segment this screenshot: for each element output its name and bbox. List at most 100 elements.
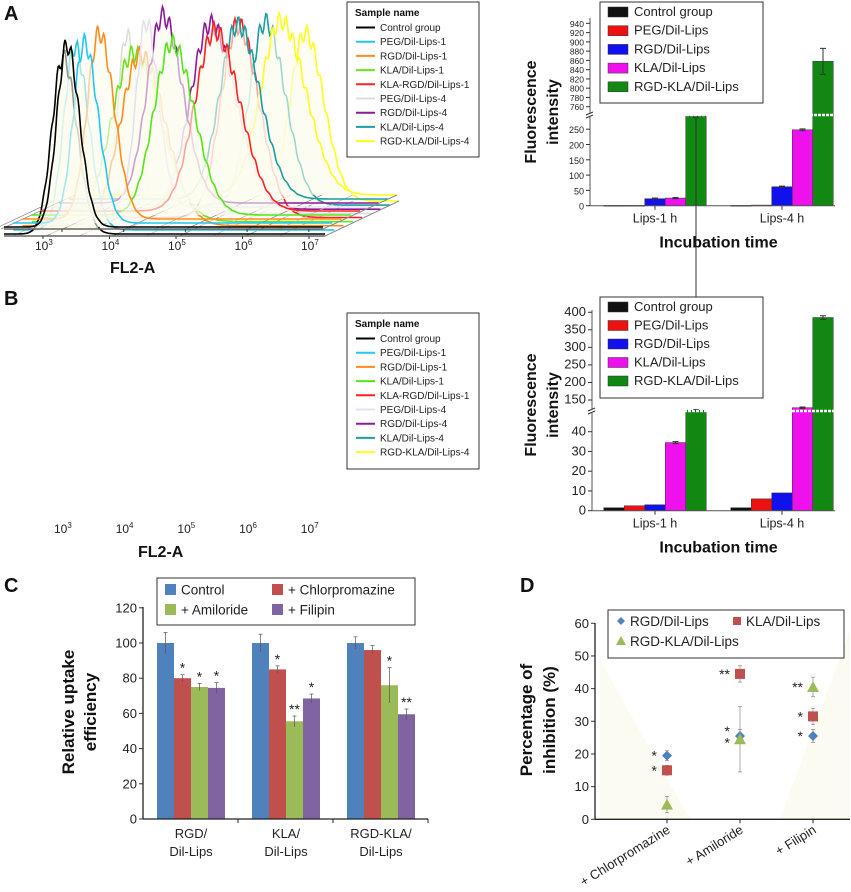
legend-label: RGD/Dil-Lips — [634, 41, 710, 56]
legend-label: PEG/Dil-Lips-1 — [380, 37, 447, 48]
histogram-fill — [31, 34, 351, 216]
tick-base: 10 — [301, 522, 315, 536]
tick-base: 10 — [102, 239, 116, 253]
triangle-marker — [661, 798, 673, 810]
x-tick-label: 103 — [35, 238, 53, 253]
y-tick-label: 780 — [570, 93, 584, 103]
y-tick-label: 20 — [572, 463, 586, 478]
tick-base: 10 — [301, 239, 315, 253]
y-tick-label: 40 — [123, 741, 137, 756]
axis-break — [586, 113, 594, 117]
square-marker — [808, 711, 818, 722]
legend-swatch — [607, 357, 629, 368]
bar — [347, 643, 364, 819]
y-tick-label: 200 — [569, 141, 584, 151]
panel-label-b: B — [4, 288, 18, 310]
legend-label: RGD-KLA/Dil-Lips — [634, 79, 739, 94]
histogram-trace-0 — [4, 48, 325, 235]
triangle-marker — [734, 733, 746, 745]
bar-chart-panel-c — [139, 577, 429, 823]
y-tick-label: 250 — [564, 356, 586, 371]
diamond-marker — [662, 750, 672, 761]
significance-marker: * — [725, 734, 731, 750]
y-tick-label: 150 — [569, 156, 584, 166]
bar — [303, 698, 320, 819]
significance-marker: * — [275, 651, 281, 667]
legend-label: PEG/Dil-Lips-4 — [380, 405, 447, 416]
tick-base: 10 — [54, 522, 68, 536]
y-tick-label: 900 — [570, 37, 584, 47]
tick-exponent: 6 — [248, 238, 253, 247]
bar — [751, 498, 772, 511]
x-axis-title: FL2-A — [138, 544, 184, 561]
x-category-label: Lips-4 h — [760, 517, 805, 531]
bar — [286, 721, 303, 819]
tick-exponent: 7 — [314, 521, 319, 530]
histogram-fill — [50, 20, 370, 207]
panel-label-a: A — [4, 3, 18, 25]
y-axis-title: Percentage of — [517, 663, 536, 776]
significance-marker: ** — [401, 694, 412, 710]
tick-exponent: 3 — [48, 238, 53, 247]
bar — [792, 129, 813, 206]
x-tick-label: 103 — [54, 521, 72, 536]
bar — [208, 687, 225, 819]
y-tick-label: 300 — [564, 339, 586, 354]
legend-swatch — [607, 62, 629, 74]
axis-break-mark — [585, 111, 594, 116]
significance-marker: ** — [719, 666, 730, 682]
y-tick-label: 80 — [123, 671, 137, 686]
x-category-label: Dil-Lips — [359, 844, 403, 859]
tick-base: 10 — [35, 239, 49, 253]
y-axis-title: inhibition (%) — [540, 666, 559, 774]
bar — [398, 714, 415, 819]
bar — [812, 61, 834, 206]
tick-base: 10 — [177, 522, 191, 536]
x-tick-label: 105 — [177, 521, 195, 536]
bar — [191, 687, 208, 819]
x-axis-title: Incubation time — [659, 540, 777, 557]
x-axis-depth-line — [324, 200, 400, 237]
y-axis-title: intensity — [545, 372, 562, 438]
x-axis-depth-line — [322, 194, 398, 230]
legend-swatch — [165, 584, 176, 595]
legend-box — [156, 577, 416, 626]
bar — [269, 669, 286, 819]
background-shade — [600, 660, 690, 819]
x-category-label: RGD/ — [175, 826, 208, 841]
histogram-fill — [78, 13, 397, 195]
bar — [381, 685, 398, 819]
legend-label: PEG/Dil-Lips-4 — [380, 94, 447, 105]
y-tick-label: 800 — [570, 84, 584, 94]
legend-label: KLA/Dil-Lips-1 — [380, 66, 444, 77]
significance-marker: * — [180, 660, 186, 676]
y-tick-label: 150 — [564, 392, 586, 407]
legend-swatch — [607, 338, 629, 350]
scatter-chart-panel-d — [591, 609, 850, 824]
y-tick-label: 250 — [569, 125, 584, 135]
y-tick-label: 60 — [575, 616, 589, 631]
legend-box — [607, 609, 845, 659]
legend-label: RGD-KLA/Dil-Lips-4 — [380, 137, 470, 148]
legend-label: Control — [181, 583, 225, 598]
panel-label-c: C — [4, 575, 18, 597]
y-axis-title: Fluorescence — [523, 353, 540, 456]
x-tick-label: 105 — [168, 238, 186, 253]
x-category-label: + Filipin — [772, 822, 818, 859]
legend-label: RGD/Dil-Lips-4 — [380, 108, 448, 119]
y-tick-label: 200 — [564, 374, 586, 389]
y-tick-label: 840 — [570, 65, 584, 75]
y-axis-title: efficiency — [81, 672, 100, 751]
legend-label: RGD-KLA/Dil-Lips-4 — [380, 448, 470, 459]
tick-exponent: 7 — [314, 238, 319, 247]
y-tick-label: 30 — [575, 714, 589, 729]
legend-label: Control group — [380, 334, 441, 345]
legend-swatch — [607, 301, 629, 313]
y-axis-title: intensity — [545, 79, 562, 145]
bar — [364, 650, 381, 819]
x-tick-label: 104 — [116, 521, 134, 536]
x-category-label: + Amiloride — [683, 822, 746, 869]
x-axis-title: Incubation time — [659, 235, 777, 252]
legend-swatch — [607, 44, 629, 55]
square-marker — [735, 668, 745, 679]
